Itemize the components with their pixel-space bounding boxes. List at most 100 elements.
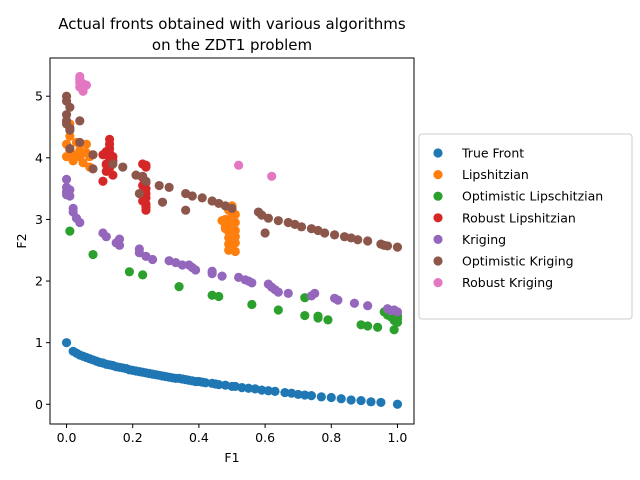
data-point [273,287,283,297]
data-point [389,305,399,315]
data-point [363,236,373,246]
data-point [323,315,333,325]
data-point [177,260,187,270]
data-point [260,228,270,238]
data-point [197,193,207,203]
y-tick-label: 3 [35,212,43,227]
data-point [326,392,336,403]
data-point [118,162,128,172]
data-point [363,321,373,331]
x-tick-label: 0.4 [189,430,209,445]
data-point [310,288,320,298]
legend-marker [433,256,443,266]
data-point [376,397,386,408]
y-tick-label: 5 [35,89,43,104]
chart-title-line-2: on the ZDT1 problem [152,36,312,54]
data-point [68,156,78,166]
data-point [273,305,283,315]
data-point [316,392,326,402]
data-point [108,170,118,180]
data-point [300,390,310,400]
data-point [227,203,237,213]
data-point [227,216,237,226]
data-point [147,254,158,265]
data-point [65,143,75,154]
data-point [61,338,72,348]
data-point [88,164,98,174]
data-point [65,123,75,133]
data-point [138,270,148,280]
data-point [88,249,98,260]
data-point [296,222,307,232]
data-point [234,160,244,170]
data-point [306,391,317,401]
data-point [313,313,323,323]
data-point [353,235,363,245]
series-0 [61,338,403,409]
data-point [320,228,330,238]
data-point [333,295,343,305]
y-tick-label: 1 [35,335,43,350]
x-axis-label: F1 [224,450,239,465]
data-point [101,147,111,157]
data-point [273,216,283,226]
data-point [78,158,88,168]
legend-box [418,133,633,320]
series-5 [61,91,403,252]
legend-marker [433,213,443,223]
data-point [134,188,144,199]
data-point [181,205,191,215]
data-point [267,171,277,181]
x-tick-label: 0.6 [255,430,275,445]
data-point [356,395,366,406]
data-point [392,317,403,327]
data-point [65,226,75,236]
series-6 [75,71,277,181]
chart-title-line-1: Actual fronts obtained with various algo… [58,15,406,33]
data-point [187,191,197,201]
legend: True Front Lipshitzian Optimistic Lipschit… [418,133,633,320]
data-point [61,174,72,184]
data-point [329,230,340,240]
y-tick-label: 0 [35,397,43,412]
data-point [270,386,280,396]
data-point [141,160,151,170]
data-point [389,325,399,335]
data-point [217,271,227,281]
data-point [257,385,267,395]
legend-marker [433,191,443,201]
data-point [154,180,164,191]
plot-area [61,71,403,409]
y-axis-label: F2 [14,233,29,248]
x-tick-label: 0.8 [321,430,341,445]
legend-label: Lipshitzian [462,167,529,182]
data-point [336,394,346,404]
data-point [227,234,237,244]
data-point [191,265,201,275]
data-point [363,301,373,311]
x-axis: 0.0 0.2 0.4 0.6 0.8 1.0 [57,424,408,445]
data-point [141,193,151,203]
legend-marker [433,148,443,158]
data-point [108,159,118,169]
x-tick-label: 0.0 [57,430,77,445]
legend-label: Robust Lipshitzian [462,210,576,225]
data-point [81,80,91,90]
data-point [214,379,224,390]
data-point [174,281,184,292]
x-tick-label: 1.0 [388,430,408,445]
data-point [141,176,151,186]
data-point [293,389,303,400]
legend-marker [433,170,443,180]
legend-label: Kriging [462,232,506,247]
data-point [349,298,360,308]
data-point [114,234,125,244]
data-point [392,399,403,409]
legend-marker [433,278,443,288]
data-point [98,176,108,186]
x-tick-label: 0.2 [123,430,143,445]
data-point [230,246,240,257]
data-point [214,291,224,302]
data-point [227,224,237,234]
y-tick-label: 4 [35,150,43,165]
